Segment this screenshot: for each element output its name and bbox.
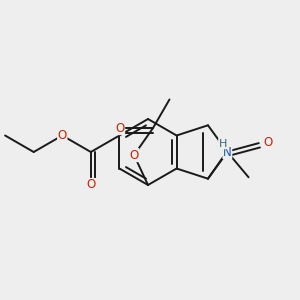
Text: O: O	[58, 129, 67, 142]
Text: N: N	[223, 146, 232, 158]
Text: O: O	[86, 178, 95, 191]
Text: O: O	[116, 122, 124, 135]
Text: H: H	[219, 139, 227, 149]
Text: O: O	[129, 148, 139, 162]
Text: O: O	[263, 136, 272, 148]
